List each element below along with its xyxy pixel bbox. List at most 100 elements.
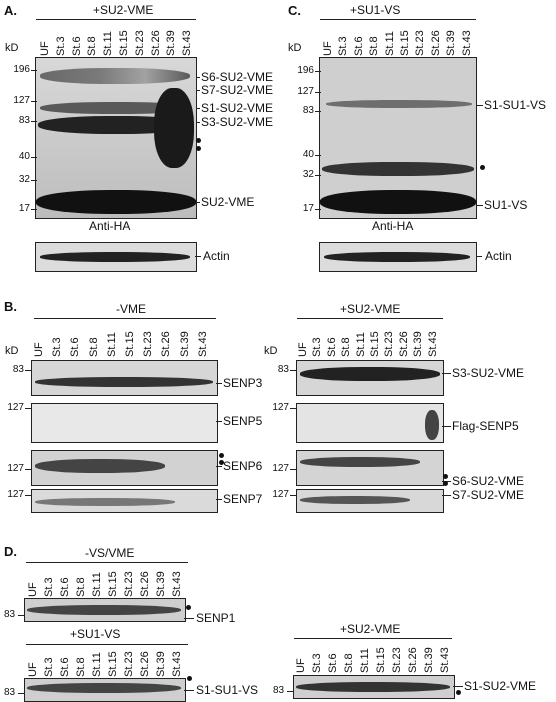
senp6-dot-2 [219, 460, 224, 465]
panel-d-top-header-bar [26, 562, 188, 563]
tick-mark [290, 495, 296, 496]
lane-label: St.8 [86, 36, 99, 56]
mw-marker: 196 [297, 65, 314, 76]
tick-mark [442, 495, 451, 496]
lane-label: St.39 [155, 571, 167, 597]
lane-label: St.23 [383, 331, 396, 357]
band-s3-su2 [300, 367, 440, 381]
lane-label: St.23 [142, 331, 155, 357]
lane-label: St.3 [43, 577, 55, 597]
panel-a-actin-tick [195, 256, 201, 257]
band-label: S7-SU2-VME [201, 83, 274, 97]
tick-mark [315, 209, 321, 210]
band-s6-su2 [300, 457, 420, 467]
band-label: SU1-VS [484, 198, 528, 212]
tick-mark [442, 426, 451, 427]
lane-label: UF [322, 41, 334, 56]
senp1-label: SENP1 [196, 611, 236, 625]
mw-marker: 83 [18, 115, 30, 126]
lane-label: St.43 [460, 30, 473, 56]
mw-marker: 83 [277, 364, 289, 375]
mw-marker: 127 [272, 402, 289, 413]
panel-a-dot-2 [196, 146, 201, 151]
tick-mark [31, 157, 37, 158]
tick-mark [290, 469, 296, 470]
mw-marker: 127 [297, 86, 314, 97]
senp3-blot [31, 360, 218, 396]
panel-d-bl-mw-tick [18, 693, 24, 694]
lane-label: St.8 [343, 653, 355, 673]
band-senp1 [27, 605, 181, 615]
band-label: S6-SU2-VME [452, 474, 525, 488]
lane-label: St.8 [87, 337, 100, 357]
mw-marker: 17 [302, 203, 314, 214]
lane-label: St.3 [43, 657, 55, 677]
lane-label: St.11 [359, 648, 371, 673]
tick-mark [31, 70, 37, 71]
panel-c-blot [319, 57, 477, 219]
s1-su1-tick [184, 690, 194, 691]
band-a-s1 [40, 102, 192, 114]
senp1-dot [186, 605, 191, 610]
lane-label: St.6 [325, 337, 338, 357]
lane-label: St.15 [369, 331, 381, 357]
panel-a-header: +SU2-VME [93, 3, 154, 17]
lane-label: UF [297, 342, 309, 357]
tick-mark [315, 71, 321, 72]
lane-label: St.23 [133, 30, 146, 56]
s1-su2-dot [456, 690, 461, 695]
lane-label: St.23 [123, 651, 135, 677]
lane-label: St.11 [91, 572, 103, 597]
tick-mark [290, 370, 296, 371]
lane-label: St.39 [178, 331, 191, 357]
lane-label: St.15 [375, 647, 387, 673]
panel-c-actin-blot [319, 242, 477, 272]
band-s1-su1 [27, 683, 181, 693]
mw-marker: 83 [302, 105, 314, 116]
lane-label: St.11 [105, 332, 118, 357]
lane-label: St.39 [165, 30, 178, 56]
panel-b-right-kd: kD [264, 345, 278, 357]
panel-d-letter: D. [4, 544, 17, 559]
lane-label: St.3 [54, 36, 67, 56]
lane-label: St.26 [149, 30, 162, 56]
lane-label: St.43 [171, 571, 183, 597]
panel-b-right-header: +SU2-VME [340, 302, 401, 316]
lane-label: St.15 [399, 30, 411, 56]
lane-label: St.43 [426, 331, 439, 357]
s6-su2-dot-1 [443, 474, 448, 479]
panel-d-br-header-bar [294, 638, 452, 639]
panel-c-header: +SU1-VS [350, 3, 401, 17]
lane-label: St.43 [439, 647, 451, 673]
band-label: S7-SU2-VME [452, 488, 525, 502]
lane-label: St.6 [69, 337, 82, 357]
lane-label: St.23 [414, 30, 427, 56]
band-a-smear [154, 88, 194, 168]
lane-label: St.15 [124, 331, 136, 357]
tick-mark [216, 499, 222, 500]
band-label: Flag-SENP5 [452, 419, 519, 433]
s1-su2-blot [293, 675, 455, 699]
band-senp3 [35, 377, 213, 387]
lane-label: St.26 [429, 30, 442, 56]
lane-label: UF [33, 342, 45, 357]
lane-label: St.6 [59, 657, 71, 677]
lane-label: St.8 [75, 577, 87, 597]
lane-label: St.15 [107, 651, 119, 677]
s1-su2-label: S1-SU2-VME [464, 679, 537, 693]
tick-mark [25, 469, 31, 470]
band-a-actin [40, 252, 190, 262]
tick-mark [290, 408, 296, 409]
flag-senp5-blot [296, 403, 444, 443]
panel-c-dot [480, 165, 485, 170]
mw-marker: 127 [7, 463, 24, 474]
tick-mark [216, 421, 222, 422]
lane-label: St.11 [91, 652, 103, 677]
tick-mark [196, 108, 200, 109]
band-s7-su2 [300, 496, 410, 504]
panel-d-br-header: +SU2-VME [340, 622, 401, 636]
lane-label: St.8 [368, 36, 381, 56]
mw-marker: 127 [272, 489, 289, 500]
band-c-s1 [326, 100, 472, 108]
band-c-actin [324, 252, 470, 262]
